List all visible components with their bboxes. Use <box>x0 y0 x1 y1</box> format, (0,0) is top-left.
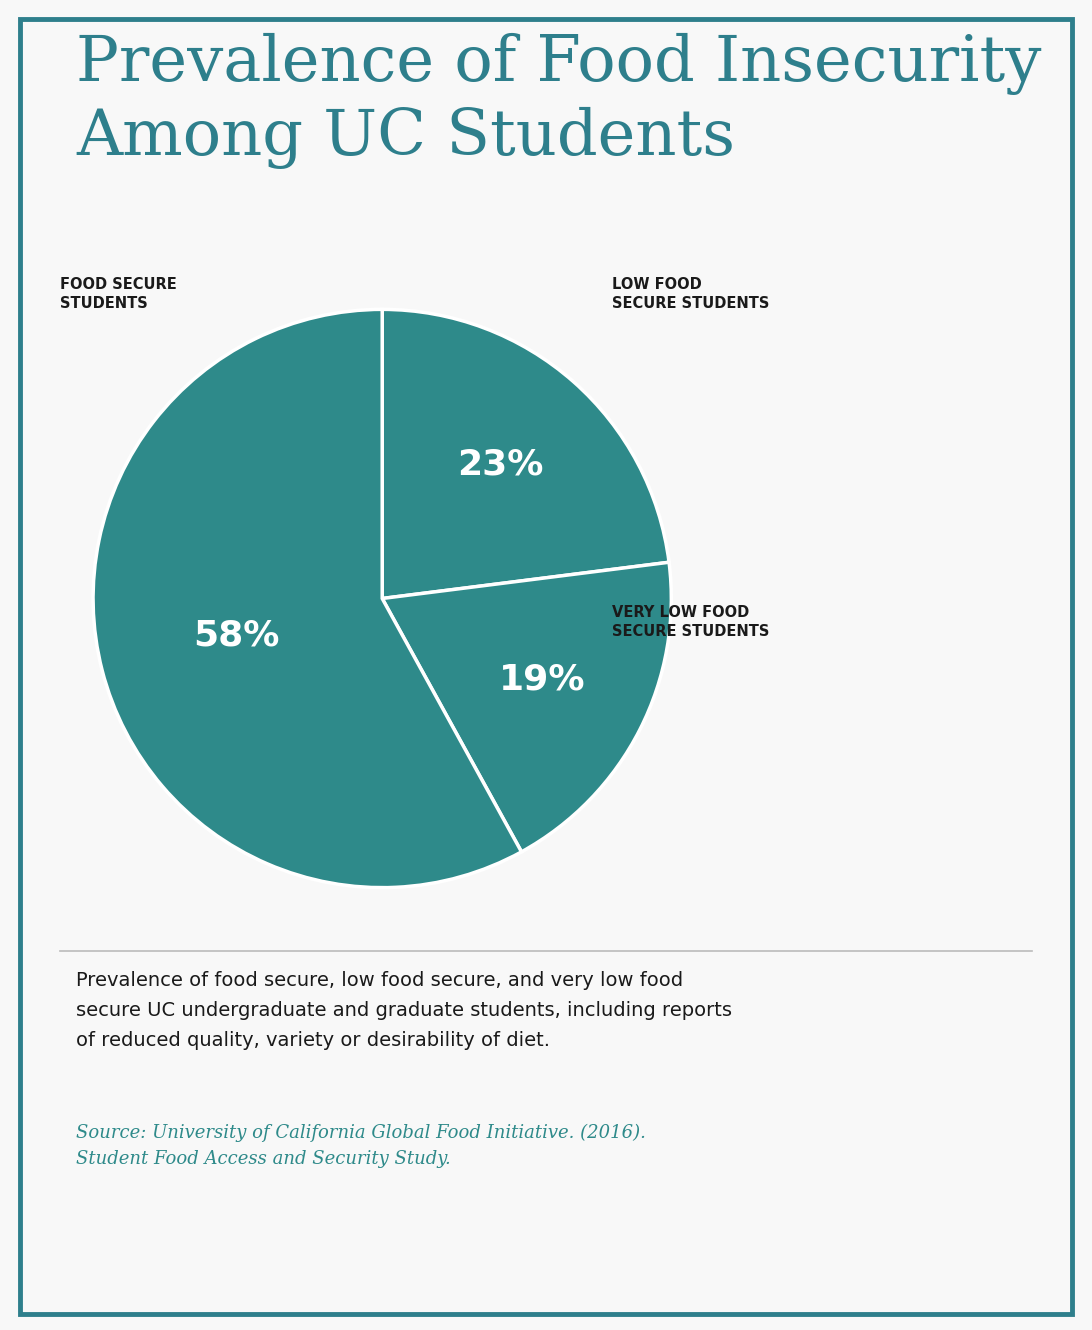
Wedge shape <box>382 310 669 598</box>
Wedge shape <box>382 563 672 853</box>
Text: 19%: 19% <box>499 662 585 697</box>
Text: LOW FOOD
SECURE STUDENTS: LOW FOOD SECURE STUDENTS <box>612 277 769 311</box>
Text: FOOD SECURE
STUDENTS: FOOD SECURE STUDENTS <box>60 277 177 311</box>
Wedge shape <box>93 310 522 887</box>
Text: 23%: 23% <box>458 447 544 481</box>
Text: 58%: 58% <box>193 618 280 653</box>
Text: Prevalence of Food Insecurity
Among UC Students: Prevalence of Food Insecurity Among UC S… <box>76 33 1042 169</box>
Text: VERY LOW FOOD
SECURE STUDENTS: VERY LOW FOOD SECURE STUDENTS <box>612 605 769 640</box>
Text: Prevalence of food secure, low food secure, and very low food
secure UC undergra: Prevalence of food secure, low food secu… <box>76 971 733 1051</box>
Text: Source: University of California Global Food Initiative. (2016).
Student Food Ac: Source: University of California Global … <box>76 1124 646 1169</box>
